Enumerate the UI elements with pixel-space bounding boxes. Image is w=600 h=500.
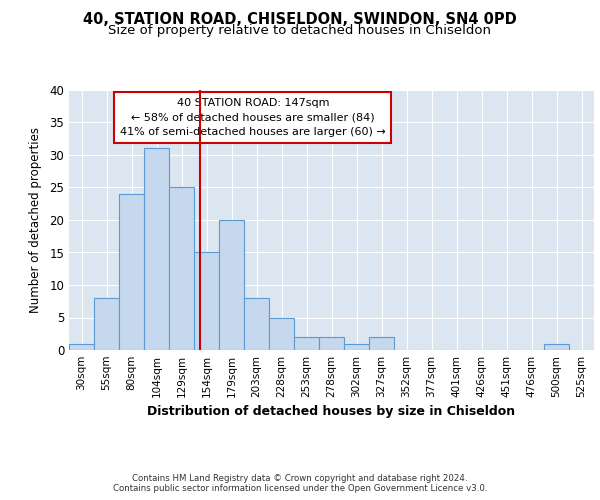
Bar <box>169 188 194 350</box>
Bar <box>344 344 369 350</box>
Bar <box>319 337 344 350</box>
Text: 40 STATION ROAD: 147sqm  
← 58% of detached houses are smaller (84)
41% of semi-: 40 STATION ROAD: 147sqm ← 58% of detache… <box>120 98 386 138</box>
Bar <box>244 298 269 350</box>
Bar <box>69 344 94 350</box>
Text: 40, STATION ROAD, CHISELDON, SWINDON, SN4 0PD: 40, STATION ROAD, CHISELDON, SWINDON, SN… <box>83 12 517 28</box>
Bar <box>369 337 394 350</box>
X-axis label: Distribution of detached houses by size in Chiseldon: Distribution of detached houses by size … <box>148 406 515 418</box>
Bar <box>269 318 294 350</box>
Text: Size of property relative to detached houses in Chiseldon: Size of property relative to detached ho… <box>109 24 491 37</box>
Bar <box>194 252 219 350</box>
Text: Contains HM Land Registry data © Crown copyright and database right 2024.: Contains HM Land Registry data © Crown c… <box>132 474 468 483</box>
Text: Contains public sector information licensed under the Open Government Licence v3: Contains public sector information licen… <box>113 484 487 493</box>
Bar <box>294 337 319 350</box>
Y-axis label: Number of detached properties: Number of detached properties <box>29 127 43 313</box>
Bar <box>119 194 144 350</box>
Bar <box>94 298 119 350</box>
Bar <box>219 220 244 350</box>
Bar <box>544 344 569 350</box>
Bar <box>144 148 169 350</box>
